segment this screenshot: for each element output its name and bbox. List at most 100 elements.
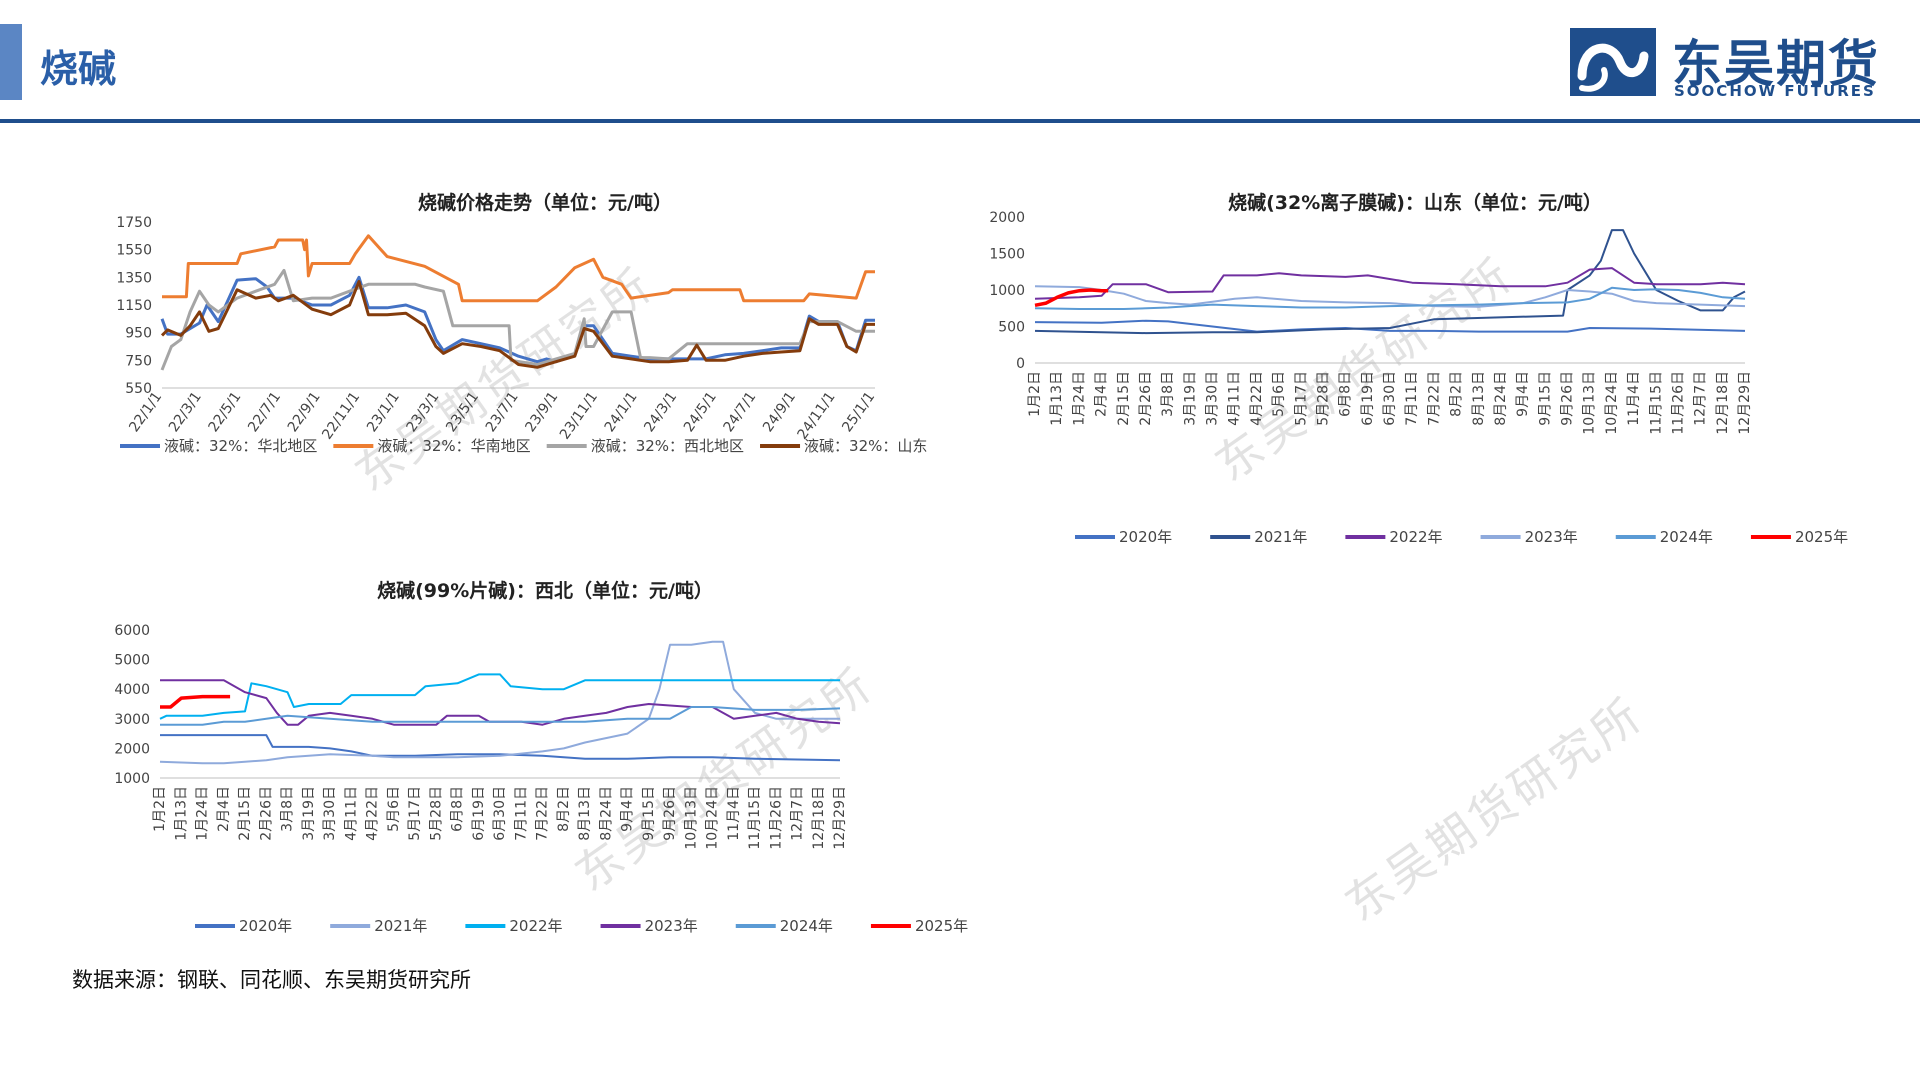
x-tick-label: 6月19日 [1360,371,1376,426]
legend-label: 2022年 [1389,528,1442,546]
legend-label: 2024年 [1660,528,1713,546]
x-tick-label: 23/5/1 [443,389,482,435]
chart-title: 烧碱(32%离子膜碱)：山东（单位：元/吨） [1228,192,1602,214]
chart-price-trend: 烧碱价格走势（单位：元/吨） 550 750 950 1150 1350 1550 1750… [110,182,980,562]
x-tick-label: 8月2日 [556,786,572,832]
x-tick-label: 3月19日 [301,786,317,841]
x-tick-label: 3月30日 [1205,371,1221,426]
x-tick-label: 1月13日 [1049,371,1065,426]
legend-label: 液碱：32%：山东 [804,437,927,455]
y-tick-label: 1000 [114,771,150,787]
y-tick-label: 6000 [114,623,150,639]
x-tick-label: 8月13日 [577,786,593,841]
y-tick-label: 950 [125,326,152,342]
series-line [160,679,841,726]
x-tick-label: 12月29日 [1737,371,1753,435]
x-tick-label: 23/9/1 [522,389,561,435]
x-tick-label: 6月19日 [471,786,487,841]
x-tick-label: 12月18日 [1715,371,1731,435]
x-tick-label: 6月30日 [1382,371,1398,426]
x-tick-label: 5月6日 [386,786,402,832]
x-tick-label: 9月26日 [662,786,678,841]
series-line [162,234,875,303]
x-tick-label: 24/3/1 [641,389,680,435]
y-tick-label: 5000 [114,653,150,669]
x-tick-label: 22/11/1 [319,389,363,442]
series-line [160,268,875,371]
y-tick-label: 1550 [116,243,152,259]
legend-label: 2023年 [645,917,698,935]
x-tick-label: 12月18日 [811,786,827,850]
x-tick-label: 3月8日 [1160,371,1176,417]
chart-shandong-yearly-plot: 0 500 1000 1500 2000 1月2日 1月13日 1月24日 2月4日 2月15日 2… [989,210,1848,546]
series-line [1034,267,1746,300]
series-line [1034,288,1109,308]
chart-title: 烧碱价格走势（单位：元/吨） [418,192,672,214]
x-tick-label: 10月13日 [1582,371,1598,435]
data-source-note: 数据来源：钢联、同花顺、东吴期货研究所 [72,968,471,992]
x-tick-label: 3月8日 [280,786,296,832]
y-tick-label: 1500 [989,247,1025,263]
y-tick-label: 1000 [989,283,1025,299]
header: 烧碱 东吴期货 SOOCHOW FUTURES [0,0,1920,123]
x-tick-label: 3月30日 [322,786,338,841]
legend-label: 2025年 [1795,528,1848,546]
x-tick-label: 24/7/1 [720,389,759,435]
x-tick-label: 12月7日 [790,786,806,841]
chart-shandong-yearly: 烧碱(32%离子膜碱)：山东（单位：元/吨） 0 500 1000 1500 2000 1… [985,182,1848,562]
x-tick-label: 5月28日 [428,786,444,841]
legend-label: 2020年 [239,917,292,935]
x-tick-label: 7月11日 [1404,371,1420,426]
chart-title: 烧碱(99%片碱)：西北（单位：元/吨） [377,580,713,602]
x-tick-label: 6月30日 [492,786,508,841]
x-tick-label: 25/1/1 [839,389,878,435]
x-tick-label: 1月24日 [195,786,211,841]
y-tick-label: 1750 [116,215,152,231]
x-tick-label: 9月15日 [1537,371,1553,426]
x-tick-label: 4月11日 [343,786,359,841]
x-tick-label: 10月24日 [1604,371,1620,435]
series-line [160,275,875,364]
x-tick-label: 9月4日 [620,786,636,832]
y-tick-label: 3000 [114,712,150,728]
y-tick-label: 500 [998,320,1025,336]
x-tick-label: 23/3/1 [404,389,443,435]
x-tick-label: 2月4日 [1094,371,1110,417]
series-line [1034,229,1746,335]
x-tick-label: 11月15日 [747,786,763,850]
x-tick-label: 1月2日 [152,786,168,832]
x-tick-label: 24/9/1 [760,389,799,435]
legend-label: 2025年 [915,917,968,935]
logo-chinese-name: 东吴期货 [1672,35,1880,93]
series-line [159,673,840,720]
x-tick-label: 5月28日 [1315,371,1331,426]
x-tick-label: 4月22日 [365,786,381,841]
x-tick-label: 23/7/1 [483,389,522,435]
legend-label: 2021年 [1254,528,1307,546]
y-tick-label: 1150 [116,298,152,314]
legend-label: 2024年 [780,917,833,935]
x-tick-label: 2月4日 [216,786,232,832]
y-tick-label: 550 [125,381,152,397]
y-tick-label: 750 [125,353,152,369]
series-line [1034,319,1746,333]
x-tick-label: 11月26日 [1670,371,1686,435]
x-tick-label: 4月11日 [1227,371,1243,426]
chart-northwest-flake-plot: 1000 2000 3000 4000 5000 6000 1月2日 1月13日 1月24日 2月… [114,623,968,935]
x-tick-label: 8月24日 [1493,371,1509,426]
x-tick-label: 8月2日 [1449,371,1465,417]
x-tick-label: 7月11日 [513,786,529,841]
legend-label: 2021年 [374,917,427,935]
x-tick-label: 24/1/1 [602,389,641,435]
x-tick-label: 4月22日 [1249,371,1265,426]
y-tick-label: 1350 [116,270,152,286]
x-tick-label: 10月24日 [705,786,721,850]
soochow-logo: 东吴期货 SOOCHOW FUTURES [1568,26,1908,100]
x-tick-label: 22/5/1 [206,389,245,435]
x-tick-label: 2月26日 [1138,371,1154,426]
x-tick-label: 23/1/1 [364,389,403,435]
series-line [1034,286,1746,310]
x-tick-label: 7月22日 [1426,371,1442,426]
x-tick-label: 5月6日 [1271,371,1287,417]
x-tick-label: 11月4日 [726,786,742,841]
